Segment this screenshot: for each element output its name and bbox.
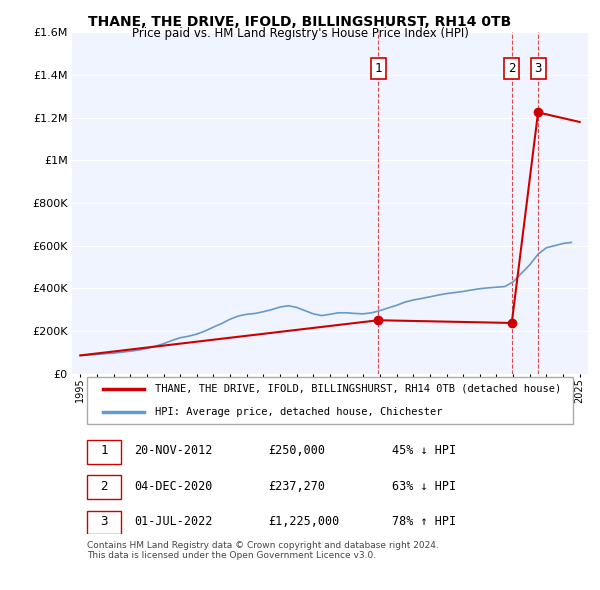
Text: £237,270: £237,270: [268, 480, 325, 493]
Text: 78% ↑ HPI: 78% ↑ HPI: [392, 515, 456, 528]
Text: 20-NOV-2012: 20-NOV-2012: [134, 444, 212, 457]
Text: 04-DEC-2020: 04-DEC-2020: [134, 480, 212, 493]
FancyBboxPatch shape: [88, 511, 121, 535]
FancyBboxPatch shape: [88, 476, 121, 499]
Text: 1: 1: [100, 444, 108, 457]
Text: 1: 1: [374, 62, 382, 75]
Text: 2: 2: [100, 480, 108, 493]
Text: 63% ↓ HPI: 63% ↓ HPI: [392, 480, 456, 493]
Text: 3: 3: [100, 515, 108, 528]
Text: 45% ↓ HPI: 45% ↓ HPI: [392, 444, 456, 457]
Text: Contains HM Land Registry data © Crown copyright and database right 2024.
This d: Contains HM Land Registry data © Crown c…: [88, 541, 439, 560]
Text: THANE, THE DRIVE, IFOLD, BILLINGSHURST, RH14 0TB (detached house): THANE, THE DRIVE, IFOLD, BILLINGSHURST, …: [155, 384, 561, 394]
Text: £1,225,000: £1,225,000: [268, 515, 340, 528]
Text: THANE, THE DRIVE, IFOLD, BILLINGSHURST, RH14 0TB: THANE, THE DRIVE, IFOLD, BILLINGSHURST, …: [88, 15, 512, 29]
Text: Price paid vs. HM Land Registry's House Price Index (HPI): Price paid vs. HM Land Registry's House …: [131, 27, 469, 40]
Text: 3: 3: [535, 62, 542, 75]
Text: 01-JUL-2022: 01-JUL-2022: [134, 515, 212, 528]
Text: £250,000: £250,000: [268, 444, 325, 457]
FancyBboxPatch shape: [88, 440, 121, 464]
FancyBboxPatch shape: [88, 377, 572, 424]
Text: HPI: Average price, detached house, Chichester: HPI: Average price, detached house, Chic…: [155, 407, 442, 417]
Text: 2: 2: [508, 62, 515, 75]
